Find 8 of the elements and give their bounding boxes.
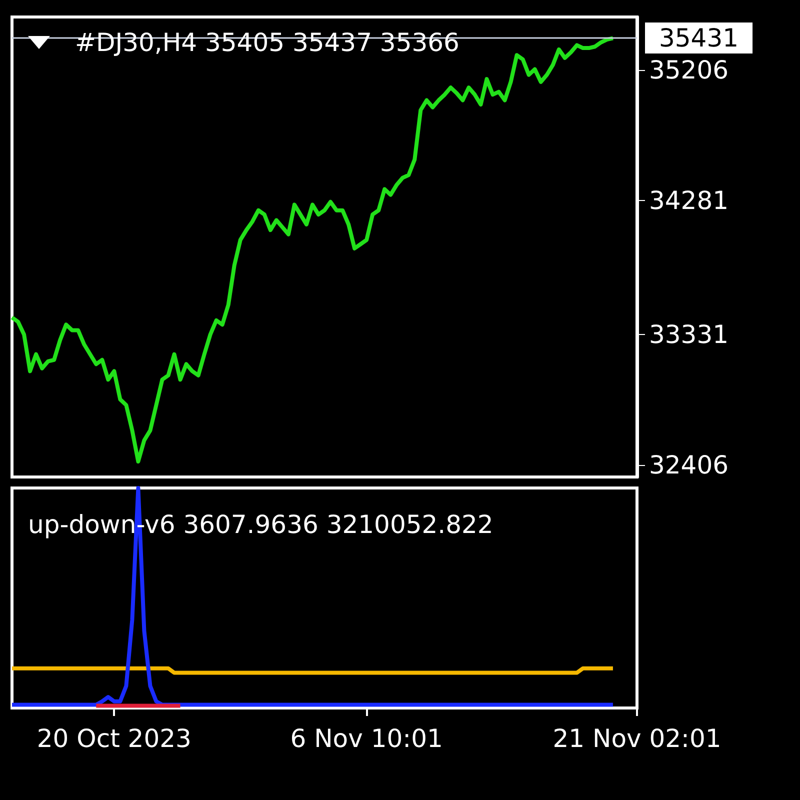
x-tick-label: 20 Oct 2023 <box>36 724 192 753</box>
x-tick-label: 21 Nov 02:01 <box>552 724 722 753</box>
x-tick-label: 6 Nov 10:01 <box>290 724 443 753</box>
y-tick-label: 34281 <box>649 186 729 215</box>
y-tick-label: 33331 <box>649 320 729 349</box>
y-tick-label: 35206 <box>649 55 729 84</box>
y-tick-label: 32406 <box>649 450 729 480</box>
ref-line-label: 35431 <box>659 24 739 53</box>
